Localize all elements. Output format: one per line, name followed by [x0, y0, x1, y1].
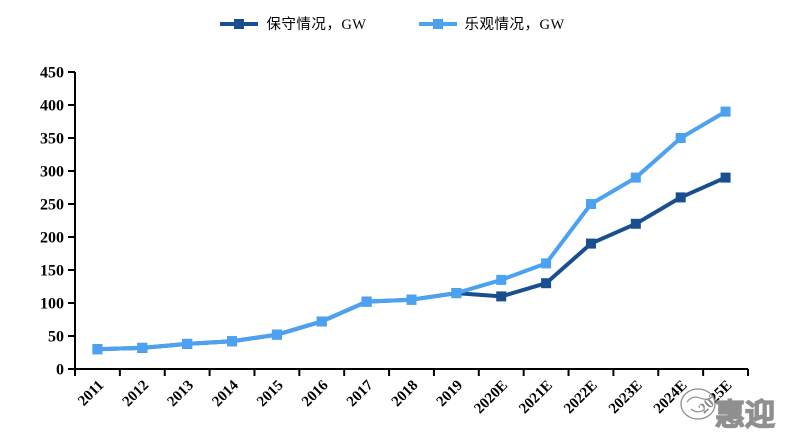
x-axis-label: 2015: [254, 378, 287, 411]
y-axis-label: 350: [40, 131, 64, 148]
y-axis-label: 200: [40, 230, 64, 247]
series-marker-1: [630, 172, 641, 183]
legend-item-conservative: 保守情况，GW: [220, 13, 366, 34]
series-line-0: [95, 175, 728, 352]
x-axis-label: 2019: [434, 378, 467, 411]
series-marker-1: [227, 336, 238, 347]
line-marker-swatch: [220, 18, 259, 29]
series-marker-1: [92, 344, 103, 355]
x-axis-label: 2011: [75, 378, 107, 410]
chart-legend: 保守情况，GW 乐观情况，GW: [0, 13, 785, 34]
series-marker-1: [182, 338, 193, 349]
series-marker-1: [675, 133, 686, 143]
x-axis-label: 2024E: [651, 378, 691, 418]
series-marker-1: [585, 199, 596, 209]
y-axis-label: 300: [40, 164, 64, 181]
series-marker-1: [541, 258, 552, 269]
series-marker-1: [406, 294, 417, 305]
y-axis-label: 100: [40, 296, 64, 313]
series-marker-1: [271, 329, 282, 340]
series-marker-0: [630, 218, 641, 229]
series-marker-0: [541, 278, 552, 289]
y-axis-label: 450: [40, 65, 64, 82]
y-axis-label: 50: [48, 329, 64, 346]
series-marker-1: [720, 106, 731, 117]
x-axis-label: 2013: [164, 378, 197, 411]
legend-label-optimistic: 乐观情况，GW: [464, 17, 565, 33]
x-axis-label: 2021E: [516, 378, 556, 418]
x-axis-label: 2012: [120, 378, 153, 411]
y-axis-label: 250: [40, 197, 64, 214]
x-axis-label: 2018: [389, 378, 422, 411]
legend-item-optimistic: 乐观情况，GW: [418, 13, 565, 34]
series-marker-0: [720, 172, 731, 183]
series-marker-1: [496, 274, 507, 285]
x-axis-label: 2025E: [696, 378, 736, 418]
series-marker-1: [316, 316, 327, 327]
series-line-1: [95, 109, 728, 352]
series-marker-1: [451, 288, 462, 299]
x-axis-label: 2014: [209, 377, 242, 410]
series-marker-0: [585, 238, 596, 249]
y-axis-label: 150: [40, 263, 64, 280]
x-axis-label: 2017: [344, 377, 377, 410]
legend-label-conservative: 保守情况，GW: [266, 17, 367, 33]
x-axis-label: 2020E: [471, 378, 511, 418]
series-marker-1: [361, 296, 372, 307]
x-axis-label: 2023E: [606, 378, 646, 418]
series-marker-0: [675, 192, 686, 203]
x-axis-label: 2016: [299, 377, 332, 410]
y-axis-label: 400: [40, 98, 64, 115]
series-marker-0: [496, 291, 507, 302]
x-axis-label: 2022E: [561, 378, 601, 418]
series-marker-1: [137, 342, 148, 353]
y-axis-label: 0: [56, 362, 64, 379]
line-marker-swatch: [418, 18, 457, 29]
